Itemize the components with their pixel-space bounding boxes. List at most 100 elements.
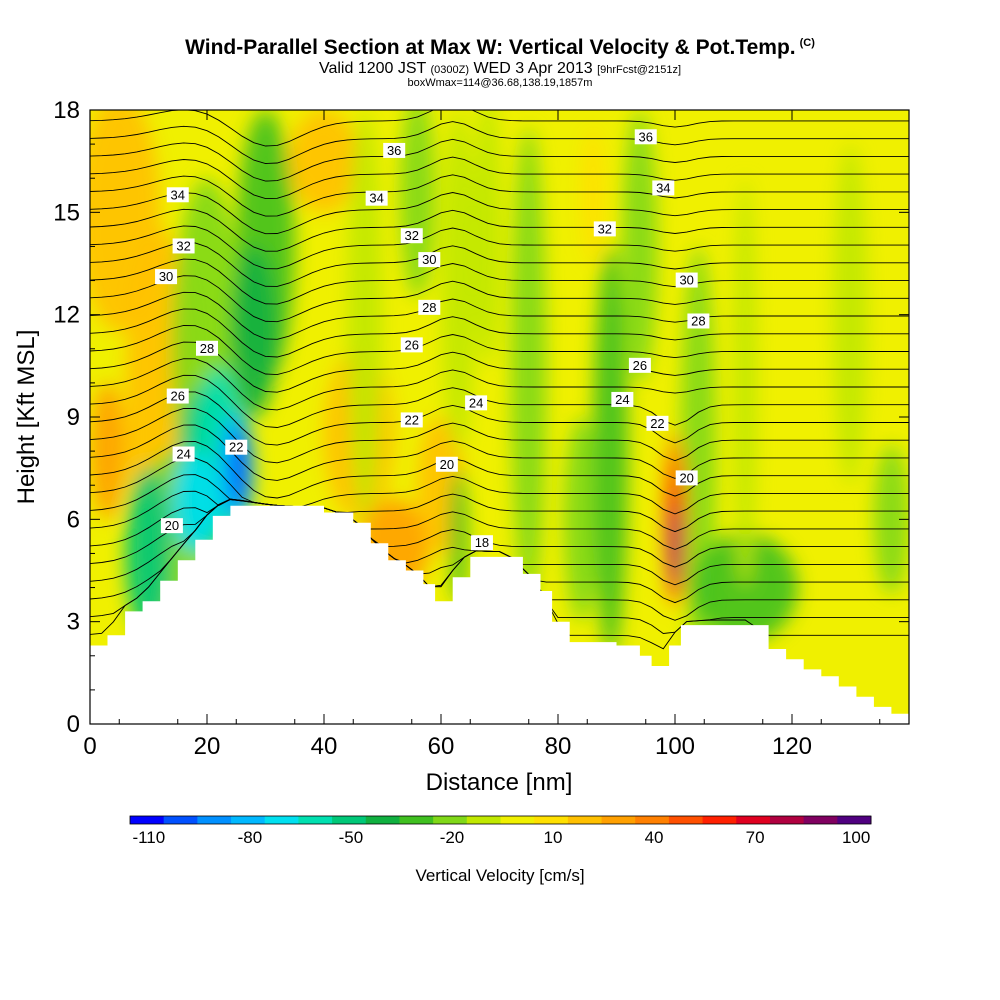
- x-tick-label: 40: [311, 733, 338, 760]
- x-tick-label: 0: [83, 733, 96, 760]
- contour-label-28: 28: [691, 313, 705, 328]
- velocity-blob-21: [692, 532, 798, 643]
- contour-label-26: 26: [405, 337, 419, 352]
- contour-label-24: 24: [615, 392, 629, 407]
- colorbar-swatch: [399, 816, 434, 824]
- contour-label-32: 32: [176, 238, 190, 253]
- colorbar-tick-label: -20: [440, 828, 465, 847]
- contour-label-34: 34: [171, 187, 185, 202]
- contour-label-34: 34: [656, 180, 670, 195]
- colorbar-tick-label: 100: [842, 828, 870, 847]
- theta-contour-9: [90, 441, 909, 499]
- terrain-mask: [90, 505, 909, 724]
- contour-label-box: [166, 187, 189, 203]
- colorbar-swatch: [500, 816, 535, 824]
- y-tick-label: 18: [53, 97, 80, 124]
- theta-contour-24: [90, 192, 909, 235]
- contour-label-box: [172, 238, 195, 254]
- contour-label-box: [166, 388, 189, 404]
- contour-label-box: [400, 228, 423, 244]
- theta-contour-17: [90, 308, 909, 358]
- velocity-blob-16: [511, 127, 547, 605]
- contour-label-box: [418, 299, 441, 315]
- y-axis-label: Height [Kft MSL]: [13, 330, 40, 505]
- forecast-info: [9hrFcst@2151z]: [597, 64, 682, 76]
- velocity-blob-11: [347, 110, 383, 520]
- colorbar-swatch: [769, 816, 805, 824]
- contour-label-30: 30: [679, 273, 693, 288]
- theta-contour-23: [90, 208, 909, 252]
- contour-label-28: 28: [200, 341, 214, 356]
- contour-label-box: [687, 313, 710, 329]
- contour-label-box: [172, 446, 195, 462]
- colorbar-tick-label: -50: [339, 828, 364, 847]
- contour-label-24: 24: [176, 447, 190, 462]
- x-tick-label: 80: [545, 733, 572, 760]
- y-tick-label: 3: [67, 609, 80, 636]
- theta-contour-28: [90, 121, 909, 164]
- contour-label-20: 20: [165, 518, 179, 533]
- colorbar-swatch: [534, 816, 569, 824]
- chart-title-text: Wind-Parallel Section at Max W: Vertical…: [185, 36, 796, 59]
- contour-label-22: 22: [650, 416, 664, 431]
- velocity-blob-29: [171, 451, 219, 554]
- contour-label-36: 36: [639, 129, 653, 144]
- contour-label-box: [196, 340, 218, 356]
- theta-contour-20: [90, 258, 909, 305]
- theta-contour-6: [90, 490, 909, 550]
- contour-label-box: [383, 142, 406, 158]
- contour-label-box: [675, 272, 698, 288]
- contour-label-32: 32: [598, 221, 612, 236]
- chart-title: Wind-Parallel Section at Max W: Vertical…: [0, 36, 1000, 60]
- colorbar: -110 -80 -50 -20 10 40 70 100: [129, 815, 872, 847]
- theta-contour-21: [90, 242, 909, 287]
- contour-label-box: [160, 518, 183, 534]
- contour-label-26: 26: [171, 389, 185, 404]
- theta-contour-19: [90, 275, 909, 323]
- theta-contour-29: [90, 110, 909, 147]
- colorbar-swatch: [736, 816, 771, 824]
- theta-contour-16: [90, 325, 909, 376]
- contour-label-box: [435, 456, 458, 472]
- contour-label-18: 18: [475, 535, 489, 550]
- theta-contour-25: [90, 174, 909, 217]
- contour-label-24: 24: [469, 395, 483, 410]
- contour-label-box: [365, 190, 388, 206]
- y-tick-label: 15: [53, 199, 80, 226]
- contour-label-box: [675, 470, 698, 486]
- theta-contour-15: [90, 341, 909, 393]
- colorbar-frame: [129, 815, 872, 825]
- colorbar-tick-label: 40: [645, 828, 664, 847]
- theta-contours: [90, 110, 909, 650]
- colorbar-swatch: [130, 816, 165, 824]
- theta-contour-7: [90, 474, 909, 533]
- colorbar-swatch: [163, 816, 198, 824]
- utc-time: (0300Z): [430, 64, 469, 76]
- colorbar-swatch: [264, 816, 299, 824]
- theta-contour-26: [90, 156, 909, 200]
- contour-label-34: 34: [369, 191, 383, 206]
- colorbar-tick-label: 70: [746, 828, 765, 847]
- contour-label-22: 22: [405, 412, 419, 427]
- contour-label-box: [628, 357, 651, 373]
- contour-label-box: [155, 269, 178, 285]
- theta-contour-8: [90, 457, 909, 515]
- y-tick-label: 12: [53, 302, 80, 329]
- contour-label-box: [400, 412, 423, 428]
- contour-label-32: 32: [405, 228, 419, 243]
- colorbar-swatch: [332, 816, 367, 824]
- contour-label-28: 28: [422, 300, 436, 315]
- velocity-blob-22: [733, 178, 757, 588]
- velocity-blob-12: [400, 110, 436, 298]
- valid-time: Valid 1200 JST: [318, 60, 427, 77]
- contour-label-box: [646, 415, 669, 431]
- colorbar-label: Vertical Velocity [cm/s]: [415, 866, 584, 885]
- colorbar-swatch: [365, 816, 400, 824]
- colorbar-swatch: [702, 816, 737, 824]
- contour-label-box: [611, 391, 634, 407]
- colorbar-swatch: [466, 816, 501, 824]
- colorbar-swatch: [231, 816, 266, 824]
